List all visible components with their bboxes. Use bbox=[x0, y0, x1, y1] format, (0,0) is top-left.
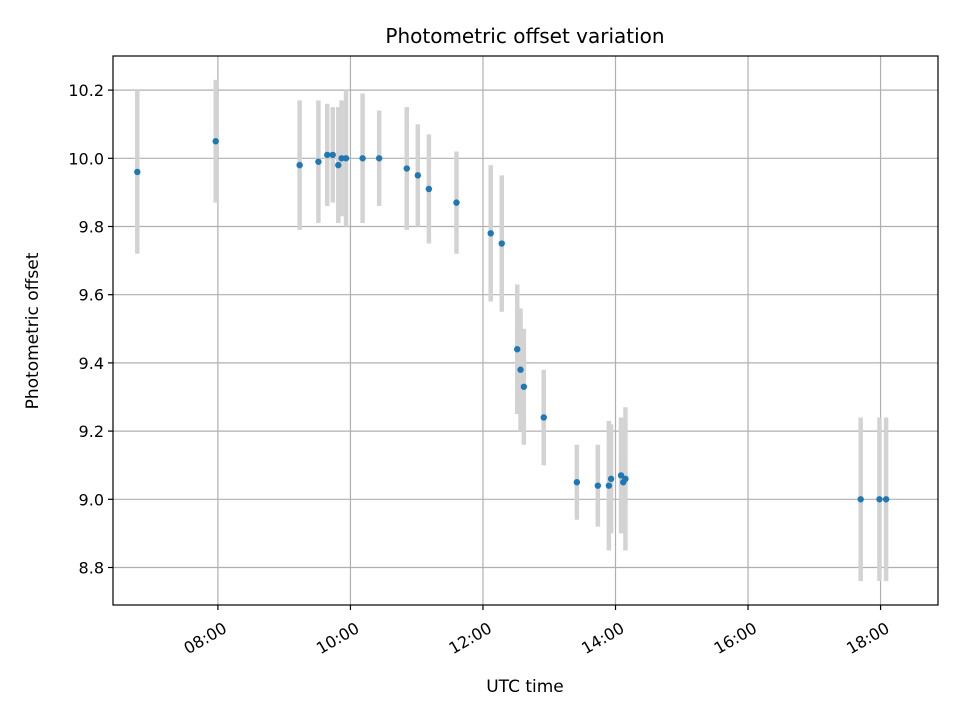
data-point bbox=[876, 496, 883, 503]
data-point bbox=[540, 414, 547, 421]
data-point bbox=[487, 230, 494, 237]
data-point bbox=[605, 482, 613, 489]
data-point bbox=[857, 496, 864, 503]
data-point bbox=[617, 472, 625, 479]
data-point bbox=[335, 161, 342, 169]
data-point bbox=[425, 185, 433, 193]
grid-lines bbox=[113, 56, 938, 605]
y-tick-label: 9.8 bbox=[79, 217, 104, 236]
data-point bbox=[622, 475, 629, 483]
y-tick-label: 9.0 bbox=[79, 490, 104, 509]
data-point bbox=[453, 199, 460, 206]
data-point bbox=[359, 155, 366, 162]
plot-frame bbox=[112, 55, 939, 606]
y-tick-label: 8.8 bbox=[79, 558, 104, 577]
y-tick-label: 10.2 bbox=[68, 81, 104, 100]
data-point bbox=[607, 475, 615, 483]
data-point bbox=[594, 482, 602, 489]
y-axis-label: Photometric offset bbox=[23, 252, 43, 409]
y-tick-label: 9.4 bbox=[79, 354, 104, 373]
y-tick-label: 10.0 bbox=[68, 149, 104, 168]
y-tick-label: 9.6 bbox=[79, 286, 104, 305]
data-point bbox=[324, 151, 331, 159]
data-point bbox=[375, 155, 383, 162]
data-point bbox=[517, 366, 524, 373]
data-point bbox=[498, 240, 505, 247]
data-point bbox=[520, 383, 528, 390]
data-point bbox=[338, 155, 345, 162]
data-point bbox=[403, 165, 410, 172]
data-point bbox=[212, 138, 219, 145]
chart-title: Photometric offset variation bbox=[385, 24, 664, 48]
data-point bbox=[514, 346, 521, 353]
data-point bbox=[296, 161, 303, 169]
data-point bbox=[573, 479, 581, 486]
data-point bbox=[134, 168, 141, 176]
y-axis-ticks: 8.8 9.0 9.2 9.4 9.6 9.8 10.0 10.2 bbox=[68, 81, 113, 577]
data-point bbox=[414, 172, 422, 179]
x-axis-label: UTC time bbox=[486, 677, 564, 697]
data-point bbox=[342, 155, 350, 162]
data-point bbox=[315, 158, 322, 165]
data-point bbox=[329, 151, 336, 159]
y-tick-label: 9.2 bbox=[79, 422, 104, 441]
data-points bbox=[134, 138, 890, 503]
data-point bbox=[882, 496, 890, 503]
